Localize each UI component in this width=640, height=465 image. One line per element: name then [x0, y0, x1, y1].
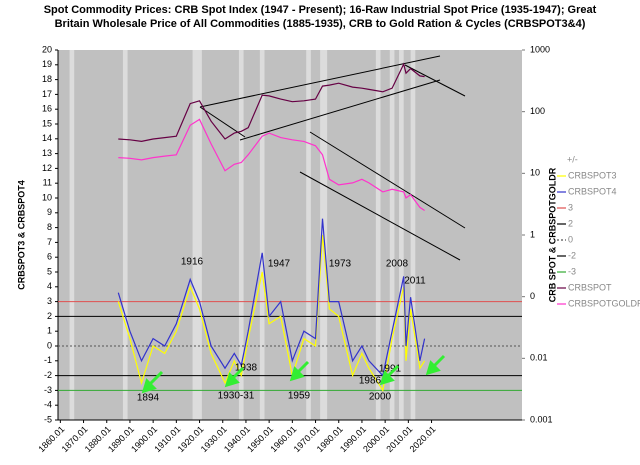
annotation: 1894 — [137, 393, 160, 404]
series-line — [117, 218, 426, 377]
y-tick-label: 4 — [47, 281, 52, 291]
series-line — [118, 118, 425, 212]
y-tick-label: 20 — [42, 44, 52, 54]
cycle-band — [192, 50, 202, 420]
legend-label: 3 — [568, 202, 573, 212]
annotation: 1916 — [181, 257, 204, 268]
y-tick-label: 15 — [42, 118, 52, 128]
y-tick-label: 11 — [43, 178, 52, 188]
cycle-band — [306, 50, 311, 420]
y-tick-label: 1 — [47, 326, 52, 336]
trend-lines — [199, 55, 466, 261]
y-tick-label: 13 — [42, 148, 52, 158]
legend-title: +/- — [567, 154, 578, 164]
annotation: 2000 — [369, 392, 392, 403]
legend-label: 2 — [568, 218, 573, 228]
y-tick-label: 12 — [42, 163, 52, 173]
y-tick-label: 0 — [47, 340, 52, 350]
y-tick-label: 5 — [47, 266, 52, 276]
y-tick-label: -3 — [44, 385, 52, 395]
legend-label: -3 — [568, 266, 576, 276]
cycle-band — [375, 50, 381, 420]
cycle-band — [399, 50, 404, 420]
y2-axis-label: CRB SPOT & CRBSPOTGOLDR — [547, 167, 557, 302]
y2-tick-label: 0 — [530, 291, 535, 301]
cycle-band — [410, 50, 416, 420]
y2-tick-label: 100 — [530, 106, 545, 116]
annotation: 1986 — [359, 376, 382, 387]
chart-title: Britain Wholesale Price of All Commoditi… — [55, 18, 586, 30]
chart-title: Spot Commodity Prices: CRB Spot Index (1… — [44, 4, 597, 16]
legend-label: 0 — [568, 234, 573, 244]
series-line — [118, 62, 425, 143]
y-tick-label: 6 — [47, 252, 52, 262]
y-tick-label: -2 — [44, 370, 52, 380]
legend-label: -2 — [568, 250, 576, 260]
annotation: 1959 — [288, 391, 311, 402]
annotation: 2011 — [404, 276, 426, 287]
legend-label: CRBSPOTGOLDR — [568, 298, 640, 308]
series-line — [117, 234, 426, 393]
y2-tick-label: 1000 — [530, 44, 550, 54]
y-axis-label: CRBSPOT3 & CRBSPOT4 — [16, 180, 26, 290]
y-tick-label: 19 — [42, 59, 52, 69]
legend-label: CRBSPOT3 — [568, 170, 617, 180]
cycle-band — [69, 50, 75, 420]
legend-label: CRBSPOT4 — [568, 186, 617, 196]
y-tick-label: 16 — [42, 104, 52, 114]
legend-label: CRBSPOT — [568, 282, 612, 292]
y-tick-label: 18 — [42, 74, 52, 84]
cycle-band — [122, 50, 128, 420]
annotation: 1973 — [329, 259, 352, 270]
cycle-band — [389, 50, 395, 420]
y-tick-label: -5 — [44, 414, 52, 424]
annotation: 1947 — [268, 259, 291, 270]
y2-tick-label: 0.01 — [530, 353, 548, 363]
cycle-band — [259, 50, 265, 420]
y-tick-label: 7 — [47, 237, 52, 247]
y2-tick-label: 0.001 — [530, 414, 553, 424]
y-tick-label: 17 — [42, 89, 52, 99]
y-tick-label: 8 — [47, 222, 52, 232]
y2-tick-label: 1 — [530, 229, 535, 239]
y-tick-label: -4 — [44, 400, 52, 410]
annotation: 1930-31 — [218, 391, 255, 402]
y-tick-label: 14 — [42, 133, 52, 143]
y-tick-label: -1 — [44, 355, 52, 365]
y2-tick-label: 10 — [530, 168, 540, 178]
y-tick-label: 9 — [47, 207, 52, 217]
annotation: 1938 — [235, 363, 258, 374]
y-tick-label: 10 — [42, 192, 52, 202]
green-arrows — [141, 354, 446, 394]
annotation: 2008 — [386, 259, 409, 270]
x-tick-label: 2020.01 — [408, 424, 438, 454]
y-tick-label: 2 — [47, 311, 52, 321]
cycle-band — [238, 50, 244, 420]
y-tick-label: 3 — [47, 296, 52, 306]
annotation: 1991 — [379, 364, 402, 375]
